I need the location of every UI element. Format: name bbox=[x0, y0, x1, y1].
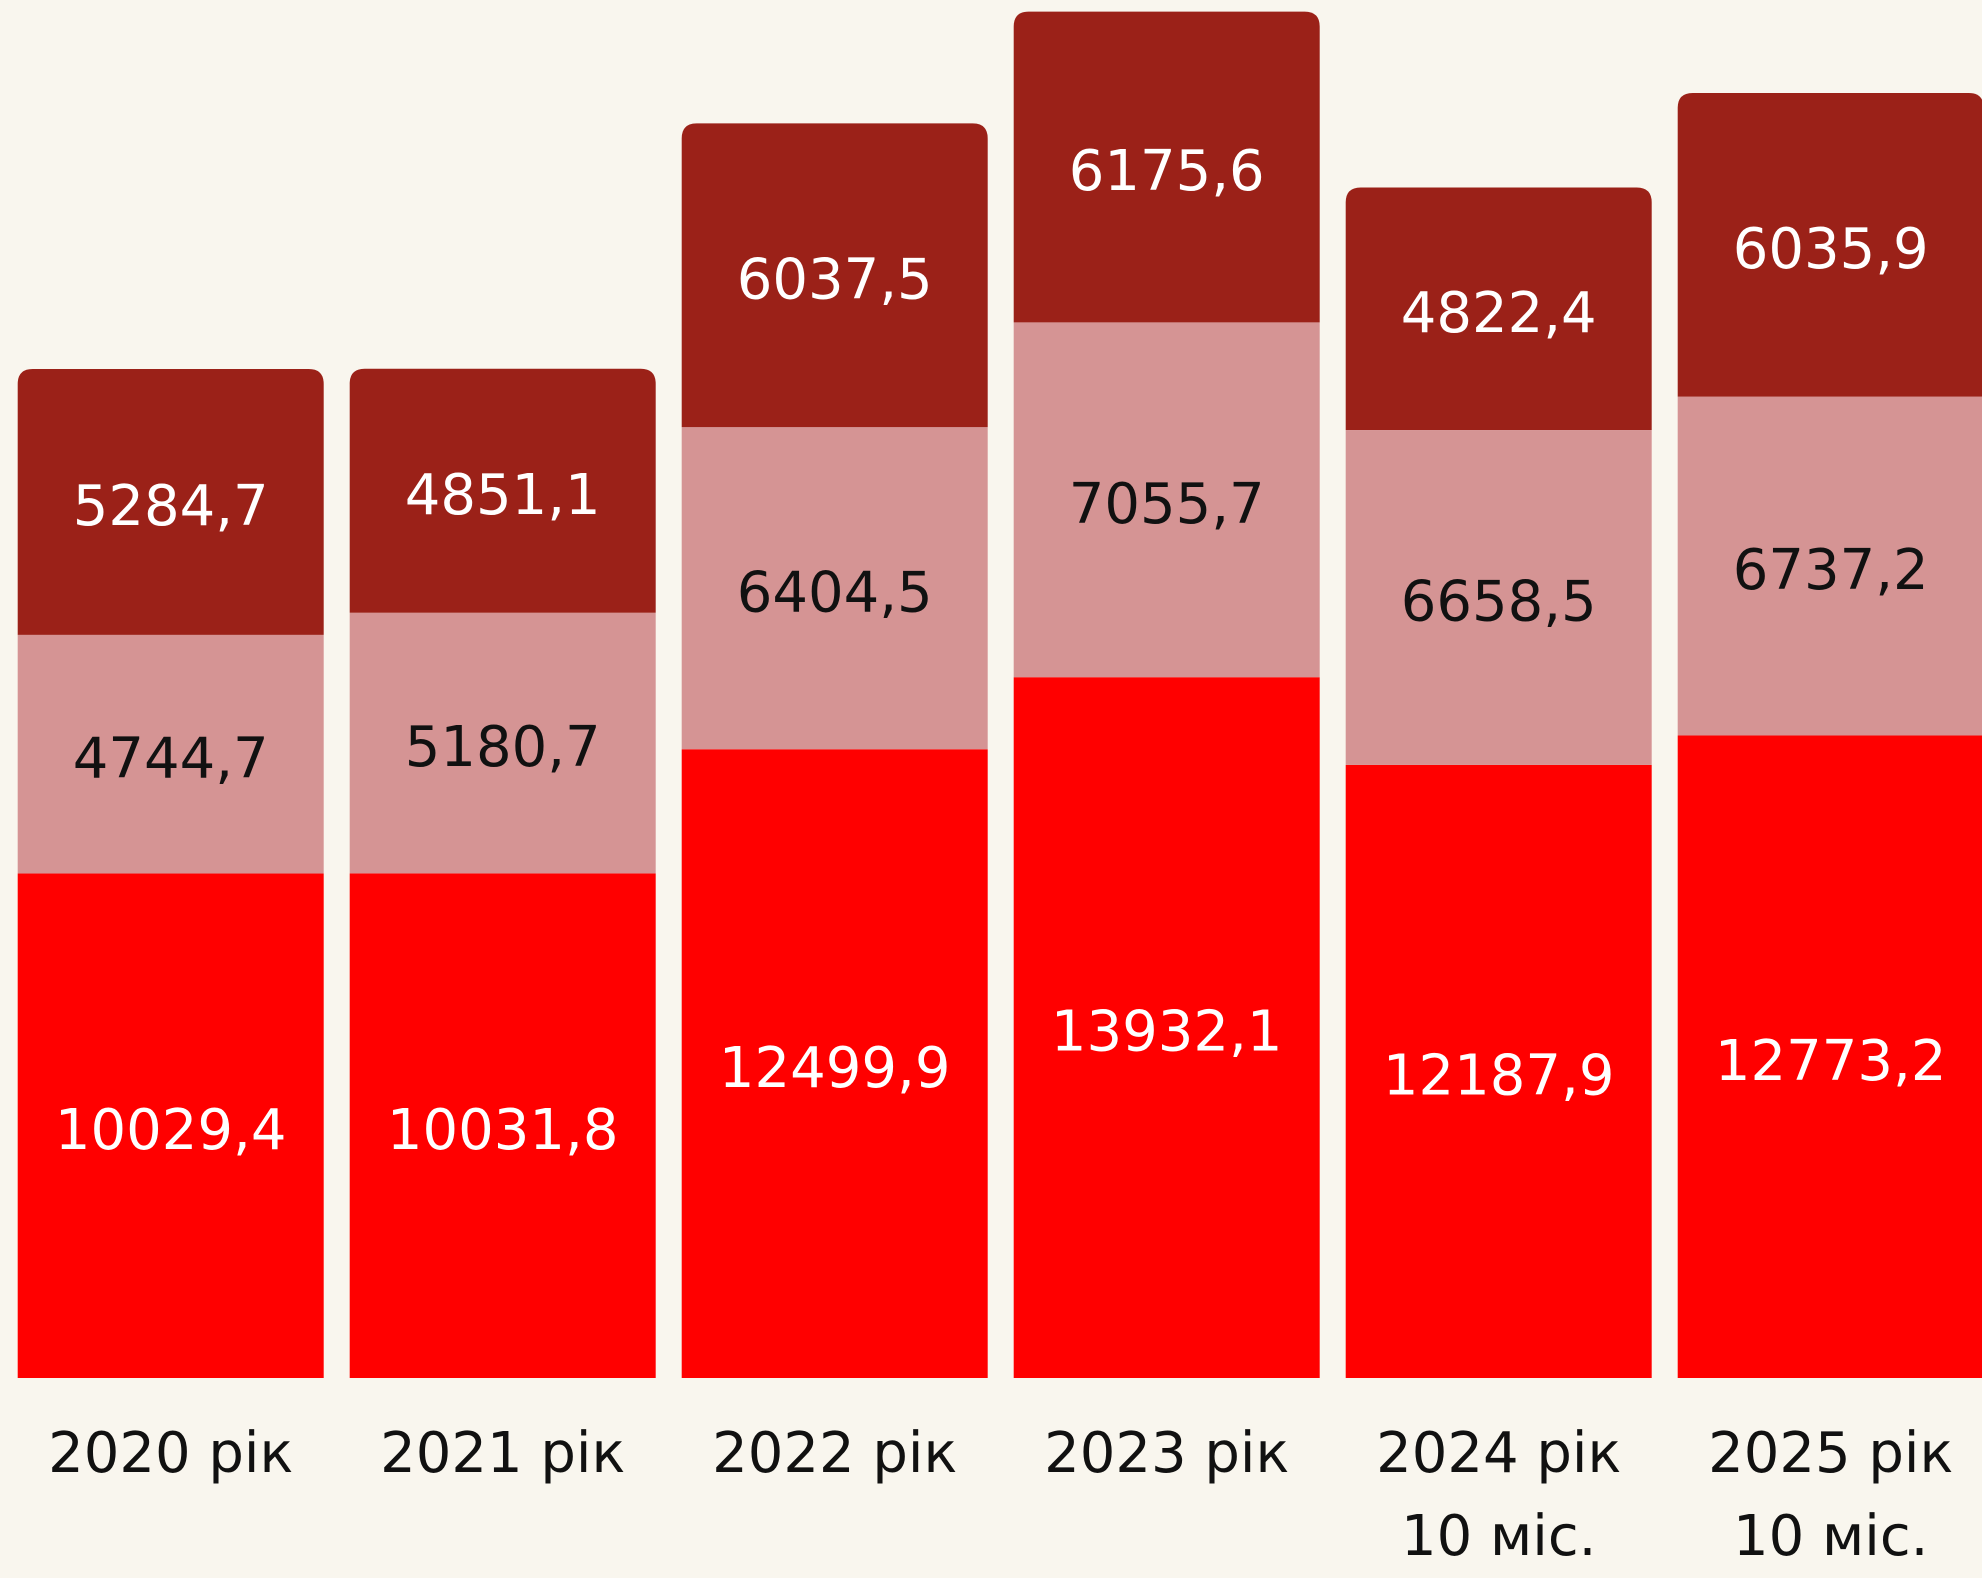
value-label: 12187,9 bbox=[1383, 1044, 1615, 1109]
x-tick-label: 2020 рік bbox=[48, 1421, 294, 1486]
bar-segment bbox=[1013, 677, 1320, 1378]
x-tick-label: 2023 рік bbox=[1044, 1421, 1290, 1486]
bar-segment bbox=[1013, 322, 1320, 678]
value-label: 4851,1 bbox=[405, 463, 601, 528]
x-tick-label: 2024 рік 10 міс. bbox=[1376, 1421, 1622, 1569]
bar-segment bbox=[1345, 187, 1652, 431]
bar-segment bbox=[17, 873, 324, 1378]
bar-segment bbox=[349, 873, 656, 1378]
value-label: 5284,7 bbox=[73, 474, 269, 539]
bar-segment bbox=[1677, 93, 1982, 397]
value-label: 5180,7 bbox=[405, 715, 601, 780]
bar-segment bbox=[1677, 735, 1982, 1378]
bar-segment bbox=[1345, 764, 1652, 1378]
value-label: 10031,8 bbox=[387, 1098, 619, 1163]
bar-segment bbox=[1677, 396, 1982, 736]
bar-segment bbox=[1013, 11, 1320, 323]
value-label: 4822,4 bbox=[1401, 281, 1597, 346]
bar-segment bbox=[681, 123, 988, 428]
value-label: 6737,2 bbox=[1733, 538, 1929, 603]
value-label: 6037,5 bbox=[737, 247, 933, 312]
value-label: 7055,7 bbox=[1069, 472, 1265, 537]
x-tick-label: 2025 рік 10 міс. bbox=[1708, 1421, 1954, 1569]
bar-segment bbox=[681, 749, 988, 1378]
value-label: 6175,6 bbox=[1069, 139, 1265, 204]
x-tick-label: 2021 рік bbox=[380, 1421, 626, 1486]
bar-segment bbox=[349, 368, 656, 613]
value-label: 12499,9 bbox=[719, 1036, 951, 1101]
value-label: 6404,5 bbox=[737, 560, 933, 625]
bar-segment bbox=[681, 427, 988, 750]
value-label: 13932,1 bbox=[1051, 1000, 1283, 1065]
bar-segment bbox=[17, 369, 324, 635]
bar-segment bbox=[349, 612, 656, 874]
value-label: 6035,9 bbox=[1733, 217, 1929, 282]
bar-segment bbox=[1345, 430, 1652, 765]
value-label: 6658,5 bbox=[1401, 570, 1597, 635]
bar-segment bbox=[17, 634, 324, 874]
value-label: 12773,2 bbox=[1715, 1029, 1947, 1094]
x-tick-label: 2022 рік bbox=[712, 1421, 958, 1486]
value-label: 10029,4 bbox=[55, 1098, 287, 1163]
value-label: 4744,7 bbox=[73, 726, 269, 791]
